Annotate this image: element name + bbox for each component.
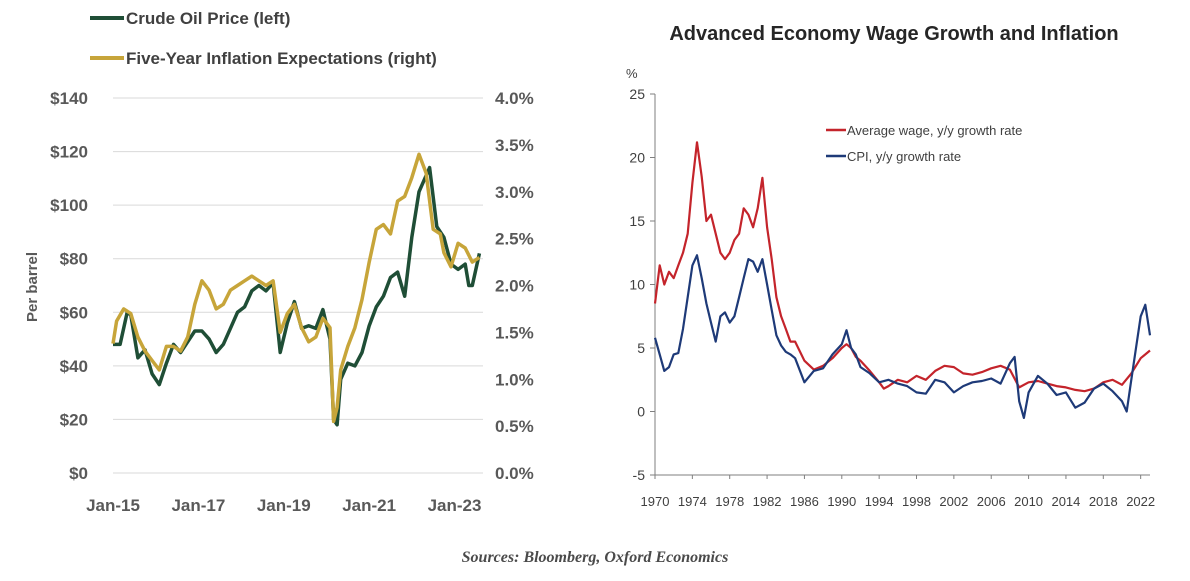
y2-tick-label: 1.5% (495, 323, 534, 342)
y2-tick-label: 0.0% (495, 464, 534, 483)
left-y-axis-labels: $0 $20 $40 $60 $80 $100 $120 $140 (50, 89, 88, 483)
right-axes (650, 93, 1150, 479)
x-tick-label: Jan-15 (86, 496, 140, 515)
y-tick-label: 15 (629, 213, 645, 229)
y2-tick-label: 3.0% (495, 183, 534, 202)
y-tick-label: $100 (50, 196, 88, 215)
x-tick-label: 2002 (939, 494, 968, 509)
x-tick-label: 1978 (715, 494, 744, 509)
y2-tick-label: 0.5% (495, 417, 534, 436)
legend-wage-label: Average wage, y/y growth rate (847, 123, 1022, 138)
left-series (111, 152, 482, 427)
legend-cpi-label: CPI, y/y growth rate (847, 149, 961, 164)
right-series (653, 141, 1152, 419)
x-axis-labels: Jan-15 Jan-17 Jan-19 Jan-21 Jan-23 (86, 496, 481, 515)
left-legend: Crude Oil Price (left) Five-Year Inflati… (90, 9, 437, 68)
x-tick-label: Jan-17 (171, 496, 225, 515)
right-x-axis-labels: 1970 1974 1978 1982 1986 1990 1994 1998 2002 2006… (641, 494, 1156, 509)
right-chart-title: Advanced Economy Wage Growth and Inflati… (669, 23, 1118, 45)
oil-inflation-chart: Crude Oil Price (left) Five-Year Inflati… (24, 9, 534, 515)
right-y-axis-labels: -5 0 5 10 15 20 25 (629, 86, 645, 483)
y2-tick-label: 2.0% (495, 277, 534, 296)
legend-oil-label: Crude Oil Price (left) (126, 9, 290, 28)
x-tick-label: 1994 (865, 494, 894, 509)
y2-tick-label: 4.0% (495, 89, 534, 108)
x-tick-label: 2010 (1014, 494, 1043, 509)
y-tick-label: $140 (50, 89, 88, 108)
x-tick-label: Jan-19 (257, 496, 311, 515)
x-tick-label: 1990 (827, 494, 856, 509)
x-tick-label: 2018 (1089, 494, 1118, 509)
y2-tick-label: 1.0% (495, 370, 534, 389)
y-tick-label: 25 (629, 86, 645, 102)
y-tick-label: $0 (69, 464, 88, 483)
x-tick-label: 2014 (1051, 494, 1080, 509)
legend-infl-label: Five-Year Inflation Expectations (right) (126, 49, 437, 68)
y-tick-label: 10 (629, 277, 645, 293)
right-y-axis-labels: 0.0% 0.5% 1.0% 1.5% 2.0% 2.5% 3.0% 3.5% 4.0% (495, 89, 534, 483)
x-tick-label: 1986 (790, 494, 819, 509)
y-tick-label: $120 (50, 143, 88, 162)
x-tick-label: 1982 (753, 494, 782, 509)
x-tick-label: 2006 (977, 494, 1006, 509)
y2-tick-label: 2.5% (495, 230, 534, 249)
y-tick-label: $20 (60, 410, 88, 429)
sources-caption: Sources: Bloomberg, Oxford Economics (461, 549, 729, 566)
series-line-cpi (653, 254, 1152, 419)
y-tick-label: $40 (60, 357, 88, 376)
y2-tick-label: 3.5% (495, 136, 534, 155)
x-tick-label: Jan-23 (428, 496, 482, 515)
x-tick-label: 1998 (902, 494, 931, 509)
x-tick-label: Jan-21 (342, 496, 396, 515)
left-gridlines (113, 97, 483, 474)
series-line-crude-oil (113, 165, 482, 427)
y-tick-label: -5 (633, 467, 646, 483)
x-tick-label: 2022 (1126, 494, 1155, 509)
y-tick-label: 20 (629, 150, 645, 166)
series-line-inflation-expectations (111, 152, 481, 424)
y-tick-label: $80 (60, 250, 88, 269)
right-legend: Average wage, y/y growth rate CPI, y/y g… (826, 123, 1022, 164)
wage-inflation-chart: Advanced Economy Wage Growth and Inflati… (626, 23, 1156, 509)
right-y-unit: % (626, 66, 638, 81)
y-tick-label: 5 (637, 340, 645, 356)
left-y-axis-title: Per barrel (24, 252, 41, 322)
series-line-average-wage (653, 141, 1151, 393)
y-tick-label: $60 (60, 303, 88, 322)
y-tick-label: 0 (637, 404, 645, 420)
x-tick-label: 1974 (678, 494, 707, 509)
x-tick-label: 1970 (641, 494, 670, 509)
